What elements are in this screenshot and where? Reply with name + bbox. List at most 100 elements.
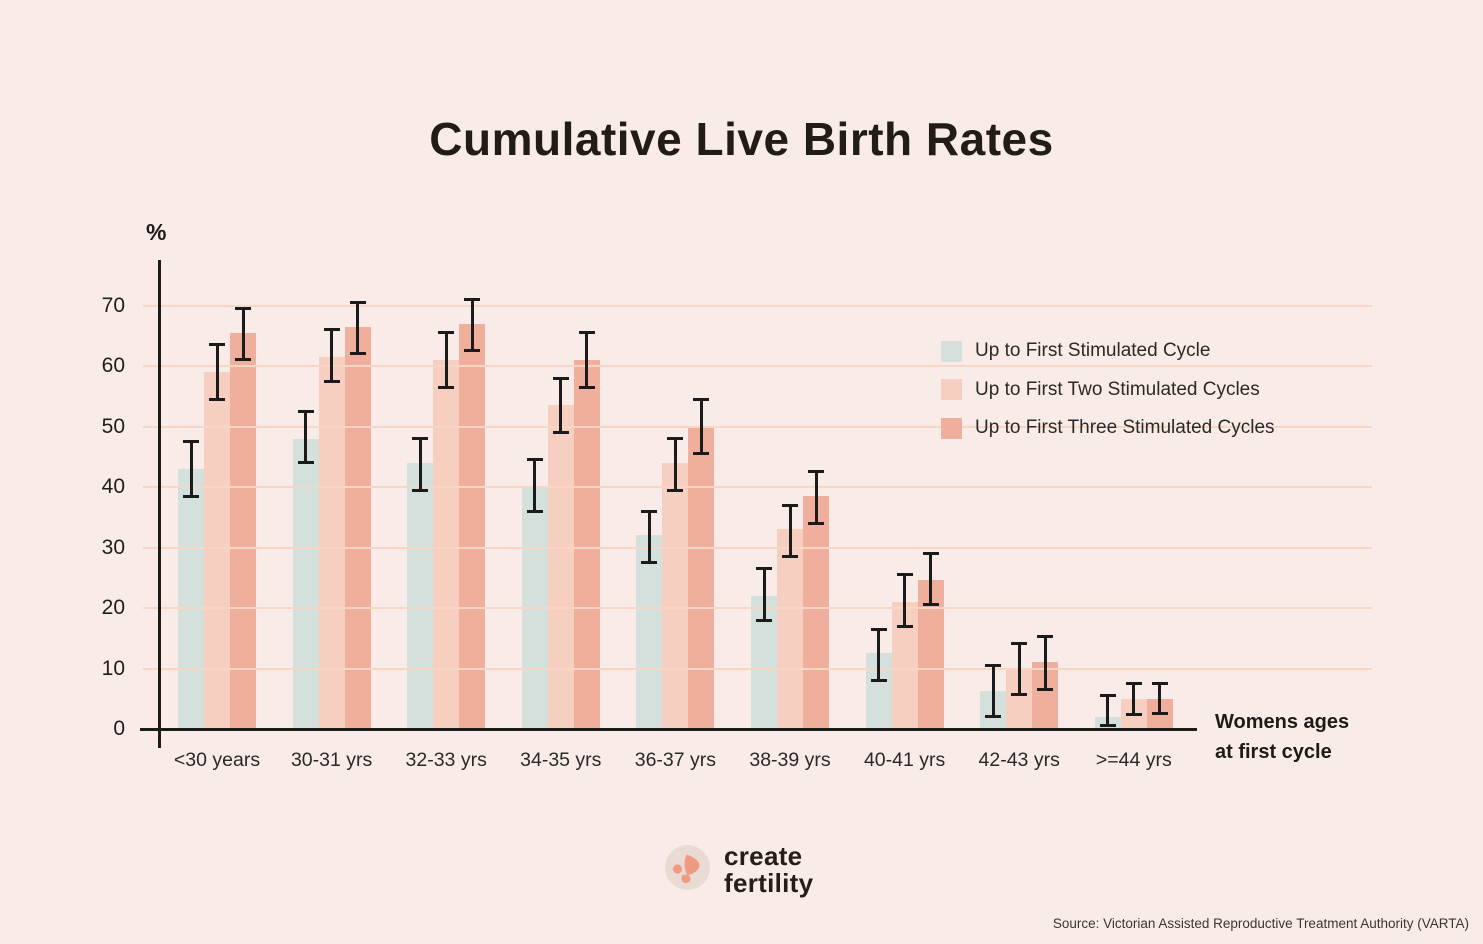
error-bar [1158,683,1162,714]
bar-3-3839yrs [803,496,829,729]
error-bar-cap-bottom [641,561,658,565]
error-bar [699,399,703,454]
error-bar [533,459,537,512]
error-bar-cap-bottom [1099,724,1116,728]
error-bar-cap-top [1151,682,1168,686]
error-bar [1017,643,1021,695]
legend-swatch [941,340,962,362]
error-bar-cap-bottom [209,397,225,401]
bar-3-3031yrs [344,326,371,729]
bar-2-3435yrs [547,405,574,729]
error-bar [647,511,651,563]
bar-3-3435yrs [573,359,600,729]
legend-swatch [941,379,962,400]
gridline-40 [143,486,1372,488]
chart-title: Cumulative Live Birth Rates [429,113,1054,165]
source-attribution: Source: Victorian Assisted Reproductive … [1052,916,1469,931]
error-bar [814,471,818,524]
x-tick-label: >=44 yrs [1095,749,1172,771]
error-bar-cap-top [870,627,887,631]
x-tick-label: 40-41 yrs [863,749,946,771]
error-bar-cap-bottom [297,461,314,465]
legend-label: Up to First Two Stimulated Cycles [975,378,1260,400]
error-bar [559,378,563,433]
error-bar [418,438,422,491]
error-bar-cap-bottom [183,494,199,498]
x-axis-line [140,727,1197,731]
error-bar-cap-bottom [438,385,455,389]
error-bar [991,665,995,717]
error-bar [929,553,933,605]
error-bar-cap-top [578,331,595,335]
x-tick-label: 38-39 yrs [749,749,831,771]
error-bar-cap-top [641,509,658,513]
error-bar-cap-bottom [412,488,429,492]
gridline-70 [143,304,1372,307]
error-bar-cap-top [552,376,569,380]
error-bar-cap-top [183,440,199,444]
error-bar-cap-bottom [667,488,684,492]
brand-logo: create fertility [665,841,814,898]
error-bar-cap-bottom [552,431,569,435]
x-axis-title-line1: Womens ages [1215,711,1350,733]
create-fertility-logo-icon [665,845,710,890]
error-bar-cap-bottom [349,352,366,356]
bar-2-3637yrs [662,462,689,729]
x-tick-label: <30 years [173,749,261,771]
error-bar-cap-top [896,573,913,577]
error-bar-cap-bottom [464,349,481,353]
error-bar-cap-top [985,663,1002,667]
error-bar-cap-top [438,331,455,335]
bar-1-3637yrs [636,535,663,729]
bar-1-3233yrs [407,462,434,729]
legend-item: Up to First Two Stimulated Cycles [941,379,1260,401]
error-bar-cap-top [808,470,824,474]
y-tick-label: 40 [101,475,125,498]
error-bar-cap-bottom [782,555,798,559]
error-bar [189,441,193,497]
error-bar-cap-bottom [922,603,939,607]
error-bar [903,574,907,627]
bar-1-<30years [178,468,204,729]
x-tick-label: 34-35 yrs [520,749,602,771]
error-bar-cap-top [1011,641,1028,645]
x-axis-title: Womens ages at first cycle [1215,707,1349,767]
error-bar-cap-top [782,503,798,507]
error-bar [215,344,219,400]
error-bar-cap-bottom [1011,693,1028,696]
error-bar-cap-bottom [870,679,887,683]
error-bar-cap-top [667,437,684,441]
y-tick-label: 30 [101,535,125,559]
bar-3-3233yrs [459,323,486,729]
error-bar [444,332,448,388]
error-bar-cap-bottom [808,521,824,525]
error-bar [585,332,589,388]
logo-word-create: create [724,841,803,871]
error-bar-cap-top [922,552,939,556]
error-bar-cap-bottom [526,509,543,513]
error-bar-cap-bottom [1125,712,1142,716]
error-bar-cap-top [235,307,251,311]
error-bar-cap-bottom [1037,687,1054,691]
gridline-50 [143,425,1372,428]
error-bar-cap-top [297,409,314,413]
logo-word-fertility: fertility [724,868,814,898]
legend-label: Up to First Stimulated Cycle [975,340,1211,361]
error-bar-cap-bottom [235,358,251,362]
error-bar-cap-top [1099,694,1116,698]
x-axis-title-line2: at first cycle [1215,741,1332,763]
y-tick-label: 10 [101,656,125,680]
error-bar-cap-top [526,458,543,462]
legend-label: Up to First Three Stimulated Cycles [975,417,1275,438]
bar-1-3031yrs [292,438,319,729]
bar-2-3031yrs [318,356,345,729]
error-bar-cap-top [1125,681,1142,685]
error-bar [673,438,677,491]
y-tick-label: 20 [101,596,125,619]
error-bar-cap-bottom [756,618,772,622]
error-bar-cap-bottom [578,385,595,389]
y-axis-unit-label: % [146,219,167,245]
bar-3-3637yrs [688,426,715,729]
error-bar [330,329,334,382]
